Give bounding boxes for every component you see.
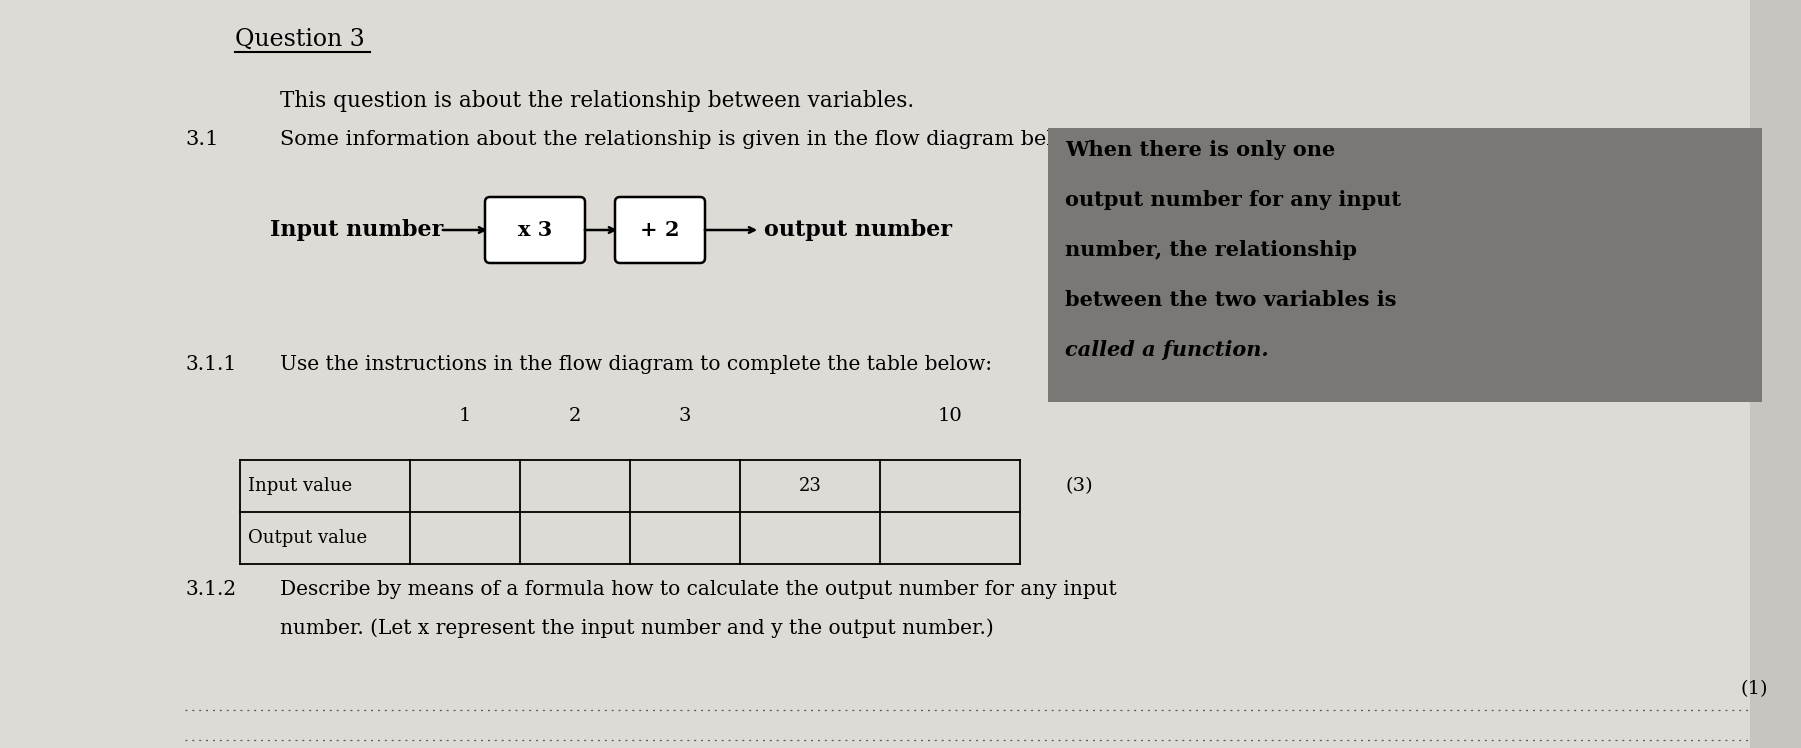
Text: 3: 3 [679,407,692,425]
Text: 2: 2 [569,407,582,425]
Text: Input value: Input value [249,477,353,495]
Text: 3.1: 3.1 [186,130,218,149]
Text: 3.1.2: 3.1.2 [186,580,236,599]
Text: + 2: + 2 [639,220,679,240]
Text: Use the instructions in the flow diagram to complete the table below:: Use the instructions in the flow diagram… [279,355,992,374]
Text: between the two variables is: between the two variables is [1064,290,1396,310]
Text: x 3: x 3 [519,220,553,240]
Text: Input number: Input number [270,219,443,241]
Text: Some information about the relationship is given in the flow diagram below.: Some information about the relationship … [279,130,1088,149]
Text: output number for any input: output number for any input [1064,190,1401,210]
Text: (1): (1) [1740,680,1767,698]
Text: This question is about the relationship between variables.: This question is about the relationship … [279,90,915,112]
Text: Output value: Output value [249,529,367,547]
Text: output number: output number [764,219,953,241]
FancyBboxPatch shape [614,197,704,263]
FancyBboxPatch shape [0,0,1751,748]
FancyBboxPatch shape [1048,128,1761,402]
Text: number, the relationship: number, the relationship [1064,240,1356,260]
Text: Question 3: Question 3 [234,28,366,51]
Text: (3): (3) [1064,477,1093,495]
Text: When there is only one: When there is only one [1064,140,1335,160]
Text: 1: 1 [459,407,472,425]
Text: number. (Let x represent the input number and y the output number.): number. (Let x represent the input numbe… [279,618,994,637]
FancyBboxPatch shape [484,197,585,263]
Text: 10: 10 [938,407,962,425]
Text: Describe by means of a formula how to calculate the output number for any input: Describe by means of a formula how to ca… [279,580,1117,599]
Text: 3.1.1: 3.1.1 [186,355,236,374]
Text: called a function.: called a function. [1064,340,1268,360]
Text: 23: 23 [798,477,821,495]
